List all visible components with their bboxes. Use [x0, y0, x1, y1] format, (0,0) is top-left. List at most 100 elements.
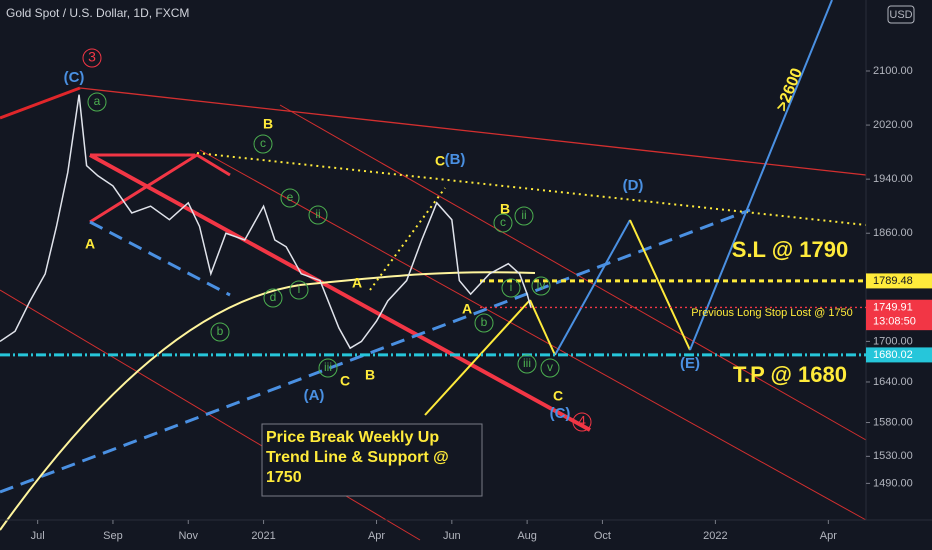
annotation: c	[260, 136, 266, 150]
price-tag	[866, 347, 932, 363]
annotation: v	[547, 360, 553, 374]
chart-title: Gold Spot / U.S. Dollar, 1D, FXCM	[6, 6, 189, 20]
annotation: (C)	[550, 405, 571, 422]
annotation: c	[500, 215, 506, 229]
annotation: d	[270, 290, 277, 304]
x-tick-label: Apr	[820, 530, 837, 542]
annotation: i	[298, 282, 301, 296]
moving-average	[0, 271, 536, 531]
annotation: B	[500, 201, 510, 217]
price-tag-label: 1680.02	[873, 349, 913, 361]
annotation: iii	[324, 360, 332, 374]
annotation: (C)	[64, 69, 85, 86]
y-tick-label: 2100.00	[873, 65, 913, 77]
price-tag	[866, 300, 932, 331]
wave-marker	[514, 206, 534, 226]
x-tick-label: Sep	[103, 530, 123, 542]
annotation: (D)	[623, 177, 644, 194]
wave-marker	[280, 188, 300, 208]
y-tick-label: 1860.00	[873, 227, 913, 239]
currency: USD	[889, 9, 912, 21]
callout-box	[261, 423, 483, 497]
x-tick-label: Oct	[594, 530, 611, 542]
wave-marker	[318, 358, 338, 378]
resistance-line	[196, 152, 867, 226]
wave-marker	[82, 48, 102, 68]
x-tick-label: 2021	[251, 530, 275, 542]
wave-marker	[253, 134, 273, 154]
annotation: B	[263, 116, 273, 132]
x-tick-label: Aug	[517, 530, 537, 542]
uptrend-line	[89, 220, 231, 297]
wave-marker	[493, 213, 513, 233]
channel-line	[89, 153, 591, 432]
countdown: 13:08:50	[873, 316, 916, 328]
trend-line	[0, 86, 81, 120]
price-tag	[866, 273, 932, 289]
callout: Price Break Weekly Up Trend Line & Suppo…	[266, 429, 449, 486]
x-tick-label: Nov	[178, 530, 198, 542]
annotation: 4	[578, 413, 586, 429]
y-tick-label: 1580.00	[873, 416, 913, 428]
pattern	[89, 153, 231, 224]
annotation: T.P @ 1680	[733, 362, 847, 387]
annotation: a	[94, 94, 101, 108]
wave-marker	[263, 288, 283, 308]
projection	[689, 0, 833, 351]
annotation: A	[352, 275, 362, 291]
price-tag-label: 1749.91	[873, 302, 913, 314]
annotation: b	[481, 315, 488, 329]
wave-marker	[289, 280, 309, 300]
annotation: iv	[537, 278, 546, 292]
annotation: (B)	[445, 151, 466, 168]
uptrend-line	[0, 208, 751, 494]
channel-line	[0, 289, 421, 541]
annotation: B	[365, 367, 375, 383]
annotation: C	[340, 373, 350, 389]
annotation: iii	[523, 356, 531, 370]
trend-line	[79, 87, 867, 176]
price-tag-label: 1789.48	[873, 275, 913, 287]
channel-line	[199, 149, 867, 521]
annotation: 3	[88, 49, 96, 65]
wave-marker	[540, 358, 560, 378]
y-tick-label: 1700.00	[873, 335, 913, 347]
y-tick-label: 2020.00	[873, 119, 913, 131]
annotation: C	[435, 153, 445, 169]
currency-badge	[887, 5, 915, 24]
projection	[554, 219, 631, 356]
y-tick-label: 1940.00	[873, 173, 913, 185]
wave-marker	[531, 276, 551, 296]
projection	[629, 219, 691, 351]
annotation: S.L @ 1790	[732, 237, 848, 262]
y-tick-label: 1640.00	[873, 376, 913, 388]
wave-marker	[501, 278, 521, 298]
annotation: i	[510, 280, 513, 294]
annotation: (A)	[304, 387, 325, 404]
wave-marker	[474, 313, 494, 333]
annotation: C	[553, 388, 563, 404]
channel-line	[279, 104, 867, 441]
annotation: Previous Long Stop Lost @ 1750	[691, 307, 853, 319]
wave-marker	[308, 205, 328, 225]
y-tick-label: 1490.00	[873, 477, 913, 489]
y-tick-label: 1530.00	[873, 450, 913, 462]
x-tick-label: Jul	[31, 530, 45, 542]
annotation: b	[217, 324, 224, 338]
projection	[529, 299, 556, 356]
x-tick-label: Jun	[443, 530, 461, 542]
wave-marker	[210, 322, 230, 342]
wave-marker	[517, 354, 537, 374]
annotation: (E)	[680, 355, 700, 372]
x-tick-label: Apr	[368, 530, 385, 542]
arrow	[424, 299, 531, 416]
price-line	[0, 94, 532, 350]
annotation: A	[85, 236, 95, 252]
callout-text: Price Break Weekly Up Trend Line & Suppo…	[266, 429, 449, 486]
wave-marker	[572, 412, 592, 432]
annotation: e	[287, 190, 294, 204]
wave-marker	[87, 92, 107, 112]
x-tick-label: 2022	[703, 530, 727, 542]
